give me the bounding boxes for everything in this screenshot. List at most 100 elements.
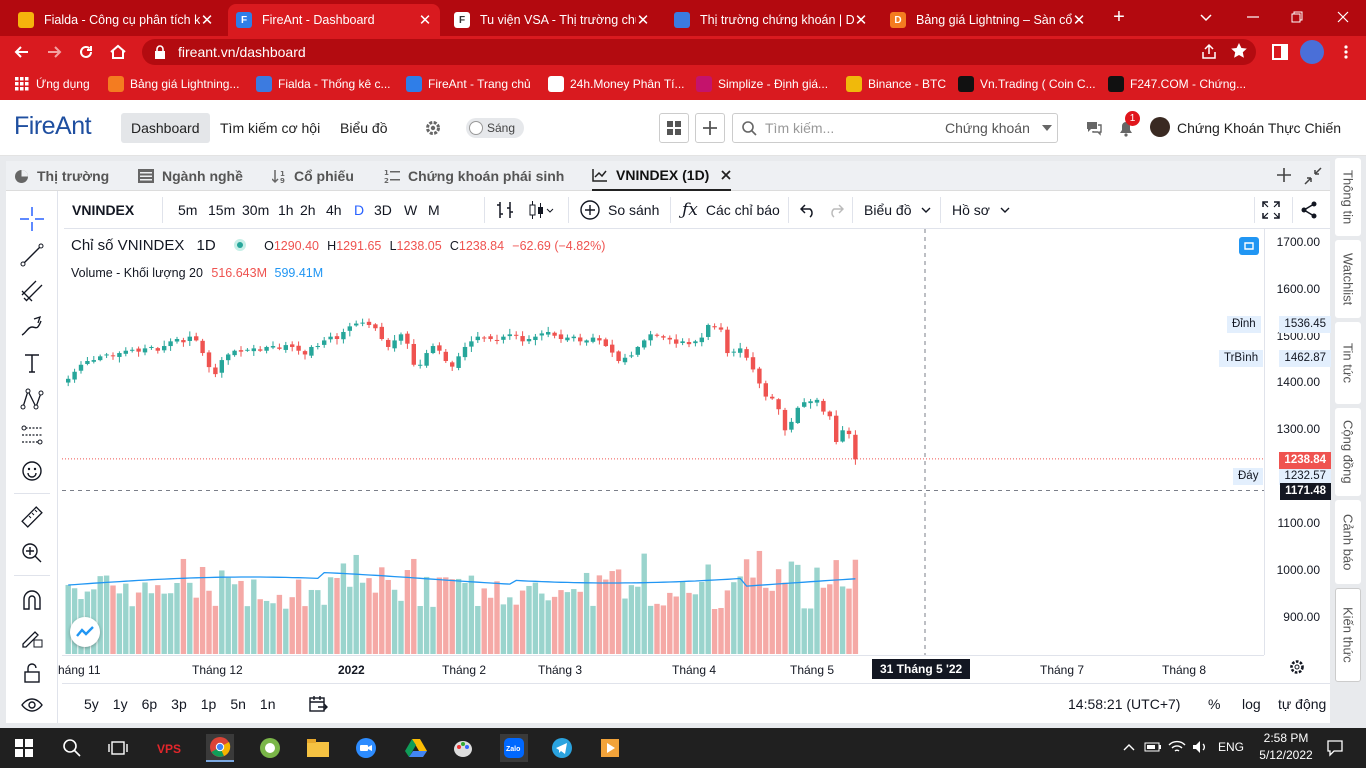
browser-tab[interactable]: F FireAnt - Dashboard ✕ [228,4,440,36]
wifi-icon[interactable] [1168,740,1186,754]
url-field[interactable]: fireant.vn/dashboard [142,39,1256,65]
search-box[interactable]: Tìm kiếm... Chứng khoán [732,113,1058,143]
draw-lock-icon[interactable] [18,623,46,651]
candlestick-chart[interactable] [62,229,1264,655]
zalo-app-icon[interactable]: Zalo [500,734,528,762]
interval-5m[interactable]: 5m [178,202,198,218]
coccoc-app-icon[interactable] [256,734,284,762]
candlestick-type-icon[interactable] [528,191,554,229]
user-avatar[interactable] [1150,117,1170,137]
bookmark-item[interactable]: 24h.Money Phân Tí... [548,68,685,100]
side-tab[interactable]: Tin tức [1335,322,1361,404]
fullscreen-icon[interactable] [1262,191,1280,229]
browser-tab[interactable]: D Bảng giá Lightning – Sàn cổ p ✕ [882,4,1094,36]
percent-scale-button[interactable]: % [1208,696,1221,712]
clock-timezone[interactable]: 14:58:21 (UTC+7) [1068,696,1181,712]
range-6p[interactable]: 6p [141,696,158,712]
undo-icon[interactable] [800,191,816,229]
range-1p[interactable]: 1p [200,696,217,712]
interval-15m[interactable]: 15m [208,202,236,218]
interval-1h[interactable]: 1h [278,202,294,218]
browser-tab[interactable]: Thị trường chứng khoán | Dữ ✕ [666,4,876,36]
emoji-icon[interactable] [18,457,46,485]
battery-icon[interactable] [1144,740,1162,754]
username[interactable]: Chứng Khoán Thực Chiến [1177,120,1342,136]
close-tab-icon[interactable]: ✕ [636,12,650,29]
interval-2h[interactable]: 2h [300,202,316,218]
close-window-icon[interactable] [1334,8,1352,26]
date-range-icon[interactable] [308,695,328,713]
tab-search-icon[interactable] [1196,7,1216,27]
nav-chart[interactable]: Biểu đồ [340,120,388,136]
time-axis[interactable]: háng 11 Tháng 12 2022 Tháng 2 Tháng 3 Tháng 4… [58,655,1264,683]
log-scale-button[interactable]: log [1242,696,1261,712]
range-5y[interactable]: 5y [84,696,99,712]
interval-m[interactable]: M [428,202,440,218]
search-scope-select[interactable]: Chứng khoán [945,120,1030,136]
media-app-icon[interactable] [596,734,624,762]
paint-app-icon[interactable] [450,734,478,762]
theme-toggle[interactable]: Sáng [466,118,524,138]
reload-icon[interactable] [76,42,96,62]
auto-scale-icon[interactable] [1239,237,1259,255]
interval-30m[interactable]: 30m [242,202,270,218]
drive-app-icon[interactable] [402,734,430,762]
symbol-field[interactable]: VNINDEX [72,202,135,218]
ruler-icon[interactable] [18,503,46,531]
text-tool-icon[interactable] [18,349,46,377]
bookmark-item[interactable]: Bảng giá Lightning... [108,68,239,100]
tab-industry[interactable]: Ngành nghề [138,161,243,191]
close-tab-icon[interactable]: ✕ [200,12,214,29]
side-tab[interactable]: Kiến thức [1335,588,1361,682]
add-widget-icon[interactable] [695,113,725,143]
collapse-icon[interactable] [1304,167,1322,185]
brush-icon[interactable] [18,313,46,341]
pattern-icon[interactable] [18,385,46,413]
interval-w[interactable]: W [404,202,418,218]
vps-app-icon[interactable]: VPS [156,734,184,762]
chrome-app-icon[interactable] [206,734,234,762]
bookmark-star-icon[interactable] [1230,42,1248,60]
sidepanel-icon[interactable] [1272,44,1288,60]
indicators-button[interactable]: ƒx Các chỉ báo [682,191,780,229]
taskbar-search-icon[interactable] [58,734,86,762]
nav-dashboard[interactable]: Dashboard [121,113,210,143]
side-tab[interactable]: Cộng đồng [1335,408,1361,496]
tray-expand-icon[interactable] [1122,740,1136,754]
side-tab[interactable]: Thông tin [1335,158,1361,236]
tradingview-logo-icon[interactable] [70,617,100,647]
layout-grid-icon[interactable] [659,113,689,143]
file-explorer-icon[interactable] [304,734,332,762]
back-icon[interactable] [12,43,32,61]
auto-scale-button[interactable]: tự động [1278,696,1327,712]
close-tab-icon[interactable] [721,170,731,180]
chat-icon[interactable] [1084,118,1104,138]
search-input[interactable]: Tìm kiếm... [765,120,835,136]
interval-4h[interactable]: 4h [326,202,342,218]
apps-shortcut[interactable]: Ứng dụng [14,68,90,100]
windows-start-icon[interactable] [10,734,38,762]
bookmark-item[interactable]: Vn.Trading ( Coin C... [958,68,1096,100]
zoom-app-icon[interactable] [352,734,380,762]
close-tab-icon[interactable]: ✕ [1072,12,1086,29]
share-chart-icon[interactable] [1300,191,1318,229]
price-axis[interactable]: 1700.00 1600.00 1500.00 1400.00 1300.00 1100.… [1264,229,1331,655]
zoom-in-icon[interactable] [18,539,46,567]
candle-style-icon[interactable] [496,191,514,229]
close-tab-icon[interactable]: ✕ [418,12,432,29]
tab-market[interactable]: Thị trường [14,161,109,191]
forward-icon[interactable] [44,43,64,61]
minimize-icon[interactable] [1244,8,1262,26]
fib-tool-icon[interactable] [18,421,46,449]
crosshair-icon[interactable] [18,205,46,233]
chart-settings-icon[interactable] [1288,658,1306,676]
redo-icon[interactable] [828,191,844,229]
restore-icon[interactable] [1288,8,1306,26]
bookmark-item[interactable]: Fialda - Thống kê c... [256,68,391,100]
browser-tab[interactable]: F Tu viện VSA - Thị trường chứ ✕ [446,4,658,36]
fireant-logo[interactable]: FireAnt [14,112,92,140]
volume-icon[interactable] [1192,740,1210,754]
browser-menu-icon[interactable] [1340,44,1352,60]
bookmark-item[interactable]: FireAnt - Trang chủ [406,68,531,100]
